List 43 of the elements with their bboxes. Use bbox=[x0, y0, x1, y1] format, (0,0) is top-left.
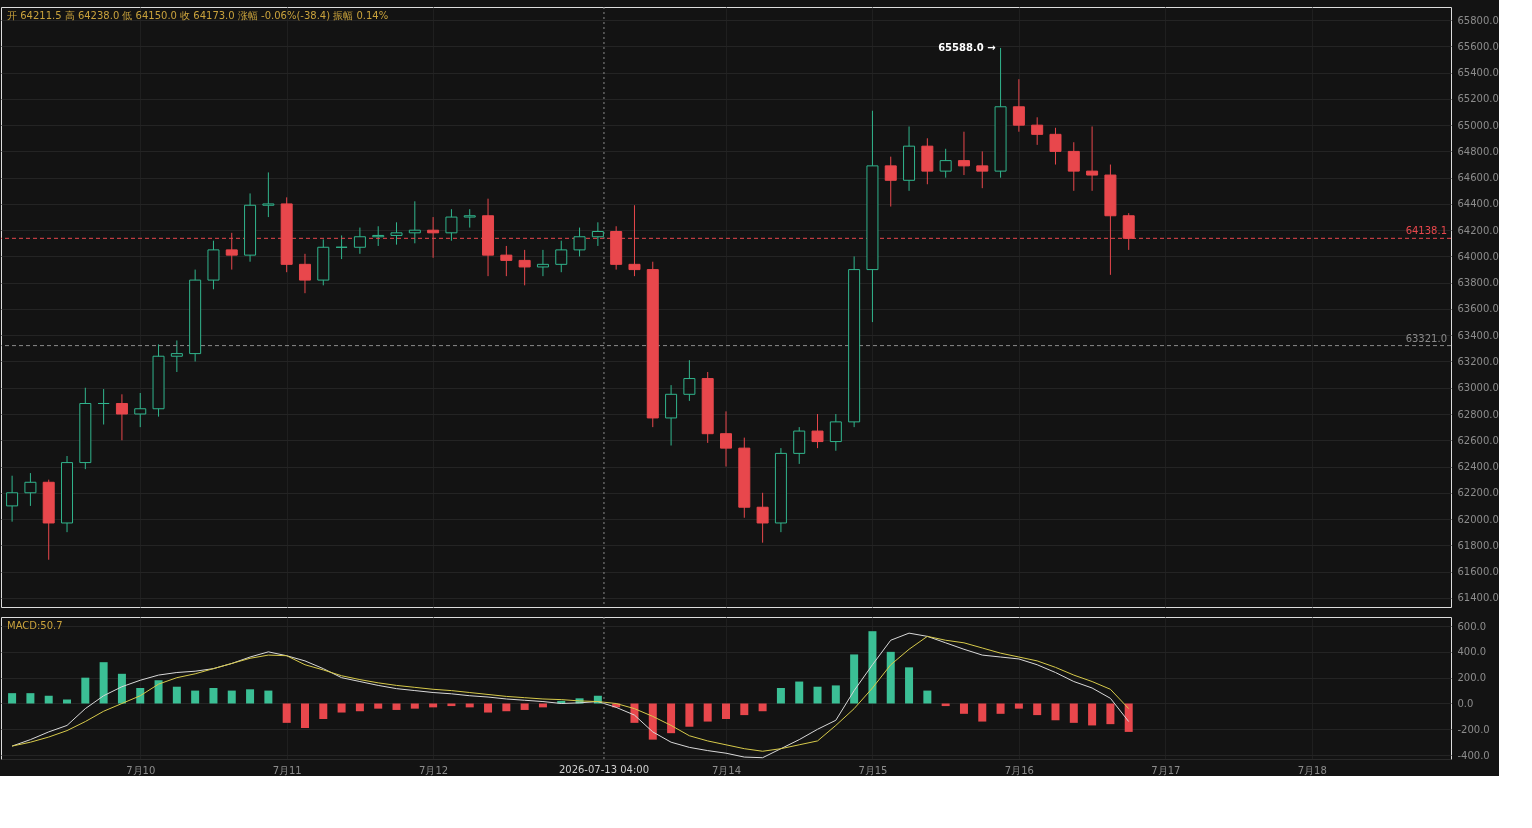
ref-line-label: 2026-07-13 04:00 bbox=[558, 764, 650, 775]
y-tick-label: 61800.0 bbox=[1457, 539, 1499, 551]
ref-line-label: 63321.0 bbox=[1405, 332, 1447, 344]
y-tick-label: 200.0 bbox=[1457, 672, 1487, 684]
y-tick-label: 63000.0 bbox=[1457, 382, 1499, 394]
ref-line-label: 64138.1 bbox=[1405, 225, 1447, 237]
y-tick-label: 63200.0 bbox=[1457, 355, 1499, 367]
y-tick-label: 64000.0 bbox=[1457, 250, 1499, 262]
y-tick-label: 62200.0 bbox=[1457, 487, 1499, 499]
annotation: MACD:50.7 bbox=[7, 620, 63, 631]
y-tick-label: 65200.0 bbox=[1457, 93, 1499, 105]
y-tick-label: 65400.0 bbox=[1457, 67, 1499, 79]
y-tick-label: 400.0 bbox=[1457, 646, 1487, 658]
x-tick-label: 7月15 bbox=[858, 764, 888, 776]
y-tick-label: 600.0 bbox=[1457, 620, 1487, 632]
x-tick-label: 7月10 bbox=[126, 764, 156, 776]
y-tick-label: 61600.0 bbox=[1457, 566, 1499, 578]
y-tick-label: 64200.0 bbox=[1457, 224, 1499, 236]
x-tick-label: 7月18 bbox=[1297, 764, 1327, 776]
y-tick-label: -200.0 bbox=[1457, 723, 1490, 735]
y-tick-label: 62400.0 bbox=[1457, 461, 1499, 473]
y-tick-label: 62000.0 bbox=[1457, 513, 1499, 525]
x-tick-label: 7月16 bbox=[1004, 764, 1034, 776]
y-tick-label: 0.0 bbox=[1457, 697, 1474, 709]
x-tick-label: 7月14 bbox=[711, 764, 742, 776]
x-tick-label: 7月12 bbox=[419, 764, 449, 776]
y-tick-label: 64800.0 bbox=[1457, 145, 1499, 157]
y-tick-label: 65800.0 bbox=[1457, 14, 1499, 26]
y-tick-label: 61400.0 bbox=[1457, 592, 1499, 604]
y-tick-label: 62600.0 bbox=[1457, 434, 1499, 446]
x-tick-label: 7月11 bbox=[272, 764, 302, 776]
y-tick-label: 63600.0 bbox=[1457, 303, 1499, 315]
y-tick-label: 64400.0 bbox=[1457, 198, 1499, 210]
y-tick-label: 63400.0 bbox=[1457, 329, 1499, 341]
x-tick-label: 7月17 bbox=[1151, 764, 1181, 776]
y-tick-label: 65000.0 bbox=[1457, 119, 1499, 131]
y-tick-label: 64600.0 bbox=[1457, 172, 1499, 184]
y-tick-label: -400.0 bbox=[1457, 749, 1490, 761]
y-tick-label: 65600.0 bbox=[1457, 40, 1499, 52]
y-tick-label: 62800.0 bbox=[1457, 408, 1499, 420]
annotation: 65588.0 → bbox=[938, 41, 996, 53]
annotation: 开 64211.5 高 64238.0 低 64150.0 收 64173.0 涨幅 -0.06%(-38.4) 振幅 0.14% bbox=[7, 10, 389, 21]
y-tick-label: 63800.0 bbox=[1457, 277, 1499, 289]
